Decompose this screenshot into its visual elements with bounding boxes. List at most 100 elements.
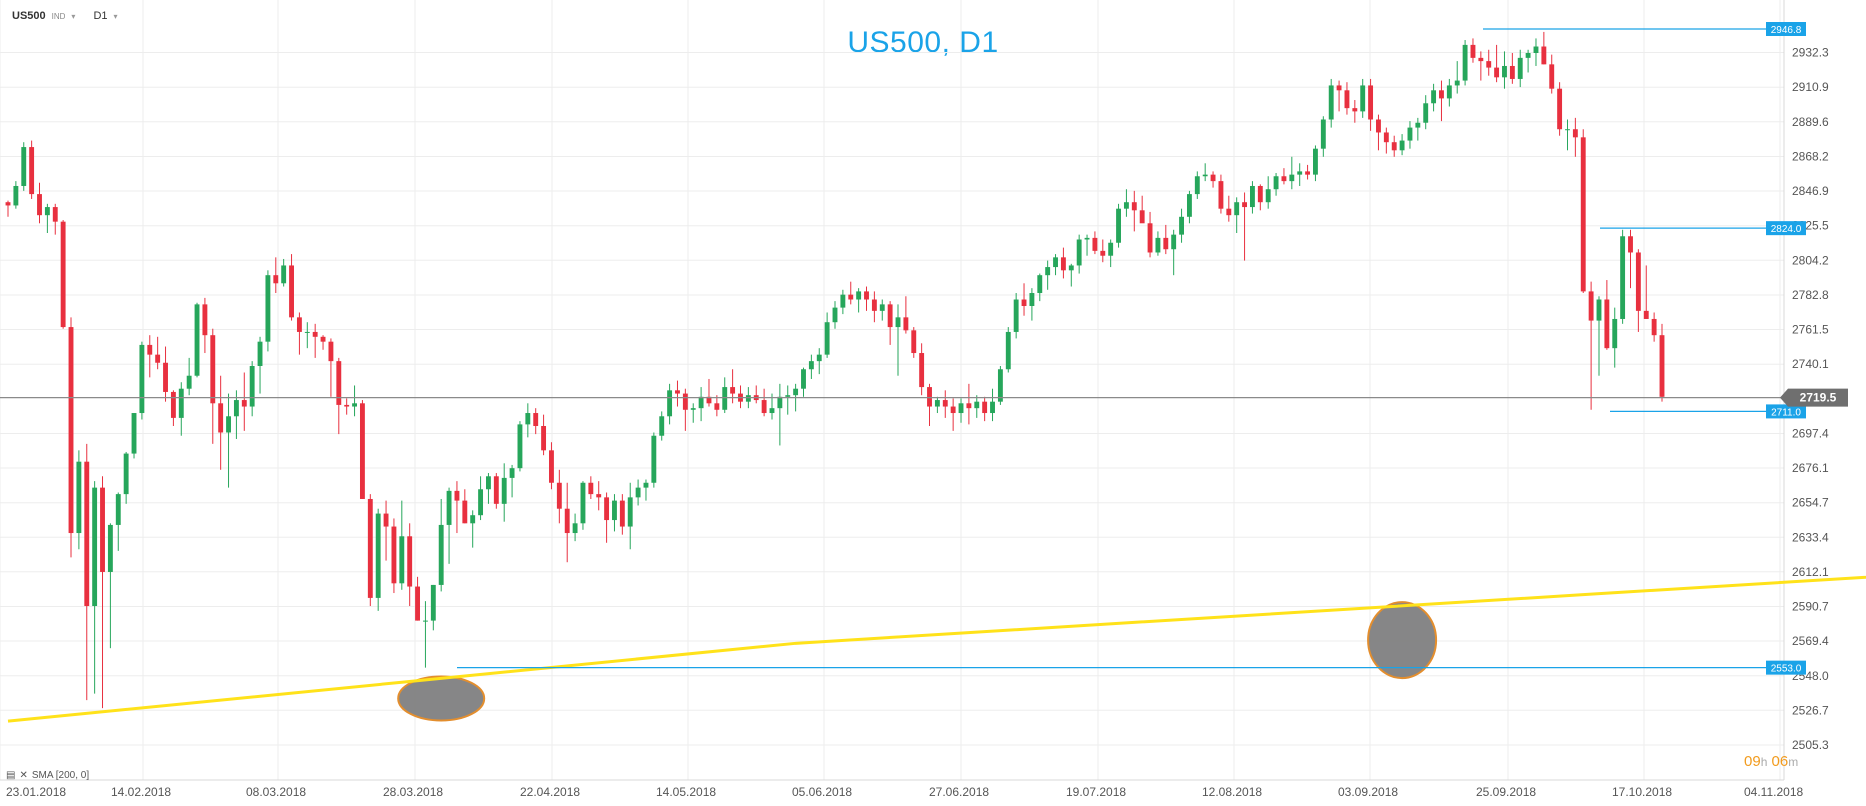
candle-bear (391, 526, 397, 584)
candle-bear (950, 406, 956, 414)
candle-bear (37, 194, 42, 216)
candle-bear (1305, 171, 1311, 175)
candle-bear (919, 353, 925, 388)
candle-bear (1226, 208, 1232, 216)
timer-minutes: 06 (1771, 753, 1789, 770)
candle-bull (840, 294, 846, 308)
candle-bull (1053, 257, 1058, 268)
candle-bear (1242, 202, 1248, 208)
indicator-menu-icon[interactable]: ▤ (6, 770, 16, 781)
candle-bull (1565, 129, 1570, 131)
candle-bear (911, 330, 917, 354)
candle-bull (997, 369, 1003, 402)
candle-bear (556, 482, 562, 509)
symbol-label[interactable]: US500 (12, 10, 46, 22)
candle-bull (1186, 194, 1192, 217)
candle-bull (446, 490, 452, 525)
candle-bull (627, 497, 633, 527)
candle-bull (501, 477, 507, 504)
y-tick-label: 2526.7 (1792, 703, 1829, 717)
candle-bull (690, 408, 696, 410)
candle-bull (651, 435, 657, 483)
candle-bear (1494, 67, 1500, 78)
candle-bear (706, 396, 712, 404)
candle-bull (375, 513, 381, 598)
candle-bull (808, 361, 814, 370)
candle-bear (1257, 185, 1263, 203)
candle-bull (785, 395, 791, 397)
candle-bull (438, 524, 444, 585)
symbol-type: IND (51, 11, 66, 21)
candle-bull (233, 400, 239, 417)
candle-bull (1313, 148, 1318, 175)
candle-bull (1328, 85, 1334, 120)
candle-bull (1273, 176, 1279, 190)
candle-bear (1218, 181, 1224, 209)
candle-bull (895, 317, 901, 328)
x-tick-label: 08.03.2018 (246, 785, 306, 799)
timeframe-dropdown-icon[interactable]: ▾ (113, 11, 118, 21)
candle-bear (1336, 85, 1342, 91)
candle-bear (415, 586, 421, 621)
candle-bear (966, 403, 972, 409)
y-tick-label: 2761.5 (1792, 323, 1829, 337)
candle-bull (793, 388, 799, 396)
y-tick-label: 2569.4 (1792, 634, 1829, 648)
x-tick-label: 03.09.2018 (1338, 785, 1398, 799)
candle-bull (1194, 176, 1200, 195)
candle-bull (1171, 234, 1177, 250)
candle-bull (44, 207, 50, 216)
candle-bear (1580, 137, 1586, 292)
candle-bull (249, 365, 255, 407)
candle-bear (1344, 90, 1350, 109)
candle-bull (13, 185, 19, 206)
chart-toolbar: US500 IND ▾ D1 ▾ (12, 10, 118, 22)
candle-bull (352, 403, 357, 407)
candle-bear (84, 461, 90, 607)
candle-bull (974, 401, 980, 409)
x-tick-label: 14.05.2018 (656, 785, 716, 799)
candle-bull (1297, 171, 1303, 175)
candle-bull (1068, 265, 1074, 271)
candle-bear (730, 387, 736, 394)
candle-bull (92, 487, 98, 607)
indicator-close-icon[interactable]: ✕ (19, 770, 28, 781)
candle-bear (1139, 210, 1145, 224)
candle-bull (801, 369, 806, 389)
candle-bull (517, 424, 523, 469)
candle-bear (903, 317, 909, 331)
candle-bear (1470, 44, 1476, 58)
symbol-dropdown-icon[interactable]: ▾ (71, 11, 76, 21)
candle-bear (871, 299, 877, 311)
candle-bear (1541, 46, 1547, 65)
x-tick-label: 25.09.2018 (1476, 785, 1536, 799)
chart-title-text: US500, D1 (847, 26, 999, 59)
candle-bear (241, 400, 247, 407)
candle-bear (493, 476, 499, 504)
candle-bull (1108, 242, 1114, 256)
candle-bear (588, 482, 594, 495)
candle-bull (1289, 174, 1295, 182)
candle-bull (1265, 189, 1271, 203)
candle-bull (1517, 57, 1523, 79)
candle-bull (139, 344, 145, 414)
y-tick-label: 2782.8 (1792, 288, 1829, 302)
candle-bear (714, 403, 720, 410)
y-tick-label: 2505.3 (1792, 738, 1829, 752)
candle-bear (1376, 119, 1381, 133)
candle-bull (186, 375, 192, 389)
candle-bull (430, 584, 436, 621)
candle-bear (367, 498, 373, 598)
candle-bear (218, 403, 224, 433)
candle-bull (635, 487, 641, 498)
timeframe-label[interactable]: D1 (93, 10, 108, 22)
candle-bear (549, 450, 554, 483)
candle-bull (1029, 293, 1035, 306)
candle-bull (1234, 202, 1240, 216)
y-tick-label: 2889.6 (1792, 115, 1829, 129)
candle-bear (312, 331, 318, 337)
candle-bull (115, 494, 121, 525)
candle-bull (580, 482, 586, 524)
sma-line (7, 575, 1866, 723)
